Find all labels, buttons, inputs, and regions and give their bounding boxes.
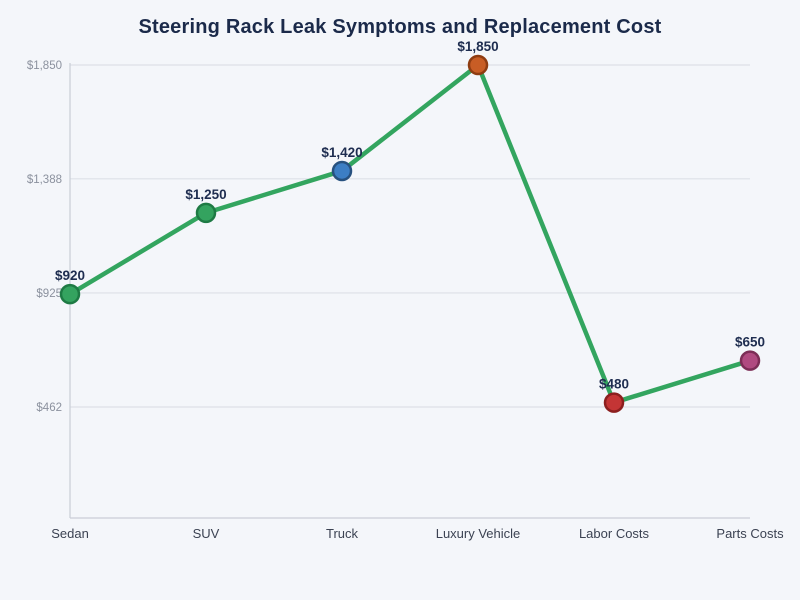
point-value-label: $480 bbox=[599, 377, 629, 392]
x-tick-label: SUV bbox=[193, 526, 220, 541]
data-point-marker bbox=[467, 54, 489, 76]
y-tick-label: $1,388 bbox=[27, 174, 62, 186]
data-point-marker bbox=[331, 160, 353, 182]
x-tick-label: Truck bbox=[326, 526, 359, 541]
chart-title: Steering Rack Leak Symptoms and Replacem… bbox=[138, 16, 662, 38]
point-value-label: $1,850 bbox=[457, 39, 498, 54]
point-value-label: $1,250 bbox=[185, 187, 226, 202]
data-point-marker bbox=[739, 350, 761, 371]
y-tick-label: $462 bbox=[36, 402, 62, 414]
data-point-marker bbox=[603, 392, 625, 413]
data-point-marker bbox=[195, 202, 217, 224]
line-series bbox=[67, 62, 753, 405]
point-value-label: $1,420 bbox=[321, 145, 362, 160]
y-tick-label: $925 bbox=[36, 288, 62, 300]
y-tick-label: $1,850 bbox=[27, 60, 62, 72]
x-tick-label: Luxury Vehicle bbox=[436, 526, 521, 541]
data-point-marker bbox=[59, 283, 81, 305]
x-tick-label: Parts Costs bbox=[716, 526, 784, 541]
x-tick-label: Labor Costs bbox=[579, 526, 650, 541]
point-value-label: $650 bbox=[735, 335, 765, 350]
point-value-label: $920 bbox=[55, 268, 85, 283]
x-tick-label: Sedan bbox=[51, 526, 89, 541]
